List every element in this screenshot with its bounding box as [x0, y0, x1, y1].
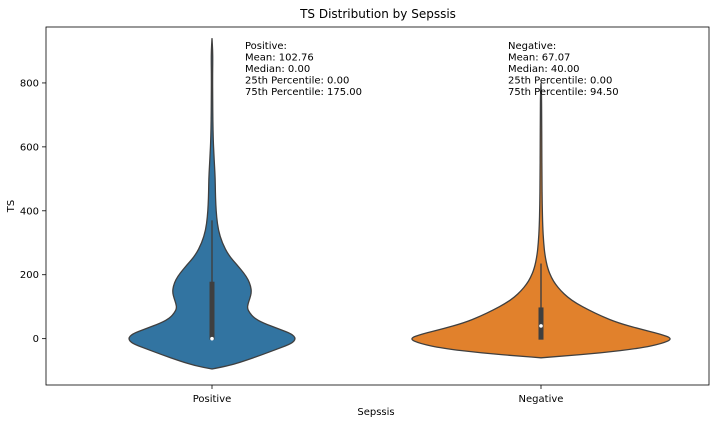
- y-axis: 0 200 400 600 800: [20, 78, 46, 345]
- y-tick-label: 600: [20, 142, 39, 153]
- y-tick-label: 200: [20, 270, 39, 281]
- annotation-negative: 25th Percentile: 0.00: [508, 76, 612, 87]
- annotation-positive: 25th Percentile: 0.00: [245, 76, 349, 87]
- y-tick-label: 800: [20, 78, 39, 89]
- y-axis-label: TS: [6, 200, 17, 213]
- iqr-box-positive: [209, 281, 215, 340]
- x-tick-label: Positive: [193, 394, 232, 405]
- y-tick-label: 0: [33, 334, 39, 345]
- annotation-negative: 75th Percentile: 94.50: [508, 87, 619, 98]
- y-tick-label: 400: [20, 206, 39, 217]
- median-marker-negative: [539, 324, 543, 328]
- violin-positive: [128, 38, 296, 370]
- annotation-positive: Median: 0.00: [245, 64, 310, 75]
- annotation-negative: Median: 40.00: [508, 64, 580, 75]
- median-marker-positive: [210, 336, 214, 341]
- annotation-positive: Mean: 102.76: [245, 53, 314, 64]
- x-axis: Positive Negative: [193, 385, 564, 405]
- chart-title: TS Distribution by Sepssis: [299, 7, 456, 21]
- plot-area-frame: [45, 26, 710, 386]
- annotation-negative: Mean: 67.07: [508, 53, 570, 64]
- violins: [128, 38, 671, 370]
- annotation-positive: 75th Percentile: 175.00: [245, 87, 362, 98]
- annotation-negative: Negative:: [508, 41, 556, 52]
- annotation-positive: Positive:: [245, 41, 287, 52]
- x-tick-label: Negative: [519, 394, 564, 405]
- iqr-box-negative: [538, 307, 544, 340]
- x-axis-label: Sepssis: [357, 407, 394, 418]
- violin-negative: [411, 82, 671, 359]
